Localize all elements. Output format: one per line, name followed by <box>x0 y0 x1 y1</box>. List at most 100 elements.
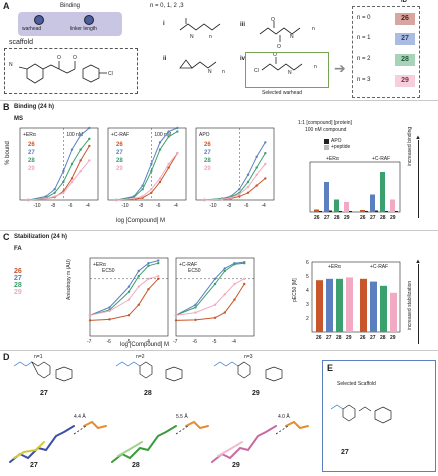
b-series-27 <box>28 127 90 201</box>
c-bar-label-26: 26 <box>316 335 322 341</box>
b-point-28 <box>167 135 170 138</box>
c-point-28 <box>194 306 197 309</box>
warhead-ii-label: ii <box>163 56 167 62</box>
warhead-structures: N n N n O O N n Cl O N n <box>179 17 317 76</box>
c-point-26 <box>108 318 111 321</box>
c-bar-29 <box>346 277 353 332</box>
c-point-26 <box>137 303 140 306</box>
arrow-up-icon: ▲ <box>415 135 421 141</box>
c-tick: -6 <box>193 339 198 345</box>
c-line-chart-0: +ERα -7 -6 -5 -4 <box>87 257 169 345</box>
d-n1: n=1 <box>34 354 43 360</box>
linker-icon <box>84 15 94 25</box>
b-series-26 <box>204 178 266 201</box>
panel-b-ylabel: % bound <box>4 141 11 165</box>
b-plot-marker-label: 100 nM <box>66 132 83 138</box>
c-bar-tick: 4 <box>306 288 309 294</box>
b-tick: -6 <box>156 203 161 209</box>
c-point-26 <box>88 319 92 322</box>
c-point-29 <box>233 282 236 286</box>
b-point-29 <box>150 188 153 191</box>
separator-a-b <box>0 100 438 101</box>
b-point-26 <box>88 144 91 148</box>
id-table: ID n = 0 26 n = 1 27 n = 2 28 n = 3 29 <box>352 0 420 98</box>
b-point-27 <box>264 141 267 144</box>
b-bar-peptide-29 <box>344 202 349 212</box>
b-plot-title: APO <box>199 132 210 138</box>
b-tick: -10 <box>33 203 40 209</box>
b-point-29 <box>62 191 65 194</box>
panel-e-title: Selected Scaffold <box>337 381 376 387</box>
panel-e-id: 27 <box>341 449 349 456</box>
increased-stabilization-arrow <box>418 264 419 344</box>
warhead-iv-label: iv <box>240 56 246 62</box>
b-point-28 <box>176 130 179 133</box>
b-plot-marker-label: 100 nM <box>154 132 171 138</box>
b-bar-apo-26 <box>319 211 322 212</box>
panel-e-box: E Selected Scaffold 27 <box>322 360 436 472</box>
b-point-28 <box>150 170 153 173</box>
b-tick: -4 <box>85 203 90 209</box>
d-id-27: 27 <box>40 390 48 397</box>
b-point-27 <box>53 188 56 191</box>
arrow-up-icon: ▲ <box>415 259 421 265</box>
c-point-29 <box>127 298 131 301</box>
b-legend-29: 29 <box>116 166 123 172</box>
b-legend-27: 27 <box>116 150 123 156</box>
svg-text:O: O <box>277 44 281 50</box>
b-point-26 <box>158 180 162 184</box>
b-point-28 <box>79 148 82 151</box>
b-point-29 <box>44 197 48 200</box>
id-row-n1: n = 1 <box>357 35 371 41</box>
panel-c-legend: 26 27 28 29 <box>14 268 22 296</box>
c-point-28 <box>157 262 160 265</box>
legend-peptide: +peptide <box>331 144 351 150</box>
panel-e-structure <box>330 404 392 424</box>
b-plot-title: +C-RAF <box>111 132 129 138</box>
b-bar-label-28: 28 <box>334 215 340 221</box>
b-point-26 <box>79 159 82 162</box>
c-point-27 <box>127 285 131 288</box>
warhead-iii-label: iii <box>240 22 246 28</box>
panel-c-method: FA <box>14 246 22 252</box>
c-bar-tick: 6 <box>306 260 309 266</box>
warhead-i-n: n <box>209 34 212 40</box>
d-id-29: 29 <box>252 390 260 397</box>
c-bar-tick: 5 <box>306 274 309 280</box>
c-series-26 <box>89 278 159 321</box>
increased-stabilization-label: increased stabilization <box>407 280 413 330</box>
c-point-26 <box>213 316 217 319</box>
c-bar-28 <box>380 285 387 332</box>
panel-b-charts: +ERα 100 nM 26 27 28 29 -10 -8 -6 -4 +C-RAF 100 nM 2… <box>19 126 401 221</box>
warhead-label: warhead <box>22 26 42 32</box>
b-bar-chart: 26 27 28 29 26 27 28 29 <box>309 161 401 221</box>
b-point-29 <box>79 170 82 173</box>
b-point-26 <box>238 195 241 198</box>
c-point-28 <box>243 262 246 265</box>
c-series-29 <box>89 275 159 316</box>
c-point-27 <box>108 306 111 309</box>
b-bar-peptide-27 <box>370 194 375 212</box>
c-tick: -7 <box>87 339 92 345</box>
c-tick: -4 <box>146 339 151 345</box>
b-point-29 <box>238 193 241 196</box>
b-point-27 <box>88 126 91 130</box>
c-point-28 <box>147 264 150 267</box>
b-point-26 <box>246 191 250 194</box>
arrow-right-icon: ➔ <box>334 60 346 76</box>
id-row-n2: n = 2 <box>357 56 371 62</box>
b-point-29 <box>88 159 91 162</box>
c-bar-27 <box>326 278 333 332</box>
b-bar-apo-29 <box>349 211 352 212</box>
c-plot-frame <box>175 257 255 337</box>
svg-text:O: O <box>273 52 277 58</box>
bar-subtitle: 100 nM compound <box>305 127 347 133</box>
ec50-label-2: EC50 <box>188 268 201 274</box>
b-point-29 <box>203 198 206 202</box>
c-point-29 <box>157 275 160 278</box>
id-badge-26: 26 <box>395 13 415 25</box>
c-point-26 <box>174 319 178 322</box>
c-point-29 <box>174 314 178 317</box>
c-bar-tick: 2 <box>306 316 309 322</box>
d-3d-id-29: 29 <box>232 462 240 469</box>
